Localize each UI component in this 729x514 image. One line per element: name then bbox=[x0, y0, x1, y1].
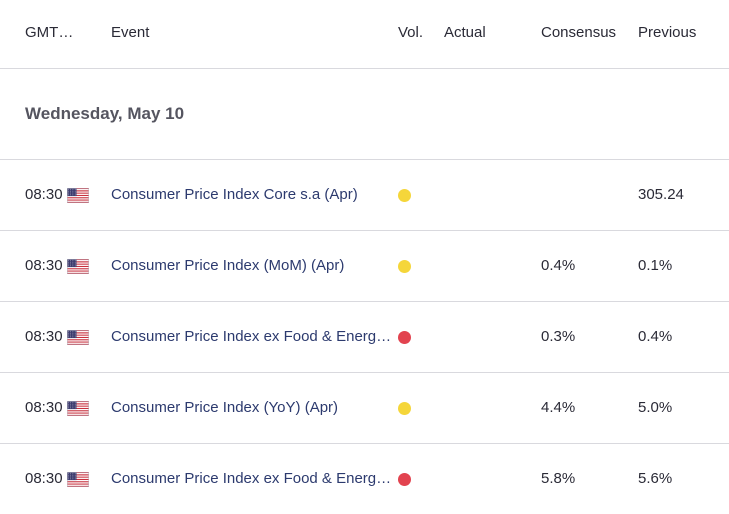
table-row[interactable]: 08:30 Consumer Price Index ex Food & Ene… bbox=[0, 444, 729, 514]
column-header-actual: Actual bbox=[444, 24, 486, 41]
event-list: 08:30 Consumer Price Index Core s.a (Apr… bbox=[0, 160, 729, 514]
previous-value: 0.1% bbox=[638, 257, 673, 274]
table-row[interactable]: 08:30 Consumer Price Index (MoM) (Apr) 0… bbox=[0, 231, 729, 302]
event-name[interactable]: Consumer Price Index (MoM) (Apr) bbox=[111, 257, 345, 274]
event-name[interactable]: Consumer Price Index (YoY) (Apr) bbox=[111, 399, 339, 416]
volatility-indicator bbox=[398, 331, 411, 344]
table-row[interactable]: 08:30 Consumer Price Index (YoY) (Apr) 4… bbox=[0, 373, 729, 444]
event-time: 08:30 bbox=[25, 470, 63, 487]
column-header-time[interactable]: GMT… bbox=[25, 24, 74, 41]
event-time: 08:30 bbox=[25, 257, 63, 274]
column-header-volatility: Vol. bbox=[398, 24, 424, 41]
table-header: GMT… Event Vol. Actual Consensus Previou… bbox=[0, 0, 729, 69]
us-flag-icon bbox=[67, 401, 89, 416]
event-name[interactable]: Consumer Price Index ex Food & Energy … bbox=[111, 470, 395, 487]
event-time: 08:30 bbox=[25, 186, 63, 203]
table-row[interactable]: 08:30 Consumer Price Index Core s.a (Apr… bbox=[0, 160, 729, 231]
consensus-value: 0.3% bbox=[541, 328, 576, 345]
event-time: 08:30 bbox=[25, 328, 63, 345]
us-flag-icon bbox=[67, 188, 89, 203]
date-group-label: Wednesday, May 10 bbox=[25, 104, 185, 123]
volatility-indicator bbox=[398, 260, 411, 273]
previous-value: 5.0% bbox=[638, 399, 673, 416]
us-flag-icon bbox=[67, 259, 89, 274]
date-group-header: Wednesday, May 10 bbox=[0, 69, 729, 160]
column-header-consensus: Consensus bbox=[541, 24, 617, 41]
previous-value: 305.24 bbox=[638, 186, 684, 203]
event-name[interactable]: Consumer Price Index ex Food & Energy … bbox=[111, 328, 395, 345]
consensus-value: 5.8% bbox=[541, 470, 576, 487]
consensus-value: 4.4% bbox=[541, 399, 576, 416]
column-header-previous: Previous bbox=[638, 24, 697, 41]
volatility-indicator bbox=[398, 473, 411, 486]
consensus-value: 0.4% bbox=[541, 257, 576, 274]
table-row[interactable]: 08:30 Consumer Price Index ex Food & Ene… bbox=[0, 302, 729, 373]
event-name[interactable]: Consumer Price Index Core s.a (Apr) bbox=[111, 186, 358, 203]
event-time: 08:30 bbox=[25, 399, 63, 416]
us-flag-icon bbox=[67, 330, 89, 345]
previous-value: 5.6% bbox=[638, 470, 673, 487]
volatility-indicator bbox=[398, 189, 411, 202]
previous-value: 0.4% bbox=[638, 328, 673, 345]
column-header-event: Event bbox=[111, 24, 150, 41]
volatility-indicator bbox=[398, 402, 411, 415]
us-flag-icon bbox=[67, 472, 89, 487]
